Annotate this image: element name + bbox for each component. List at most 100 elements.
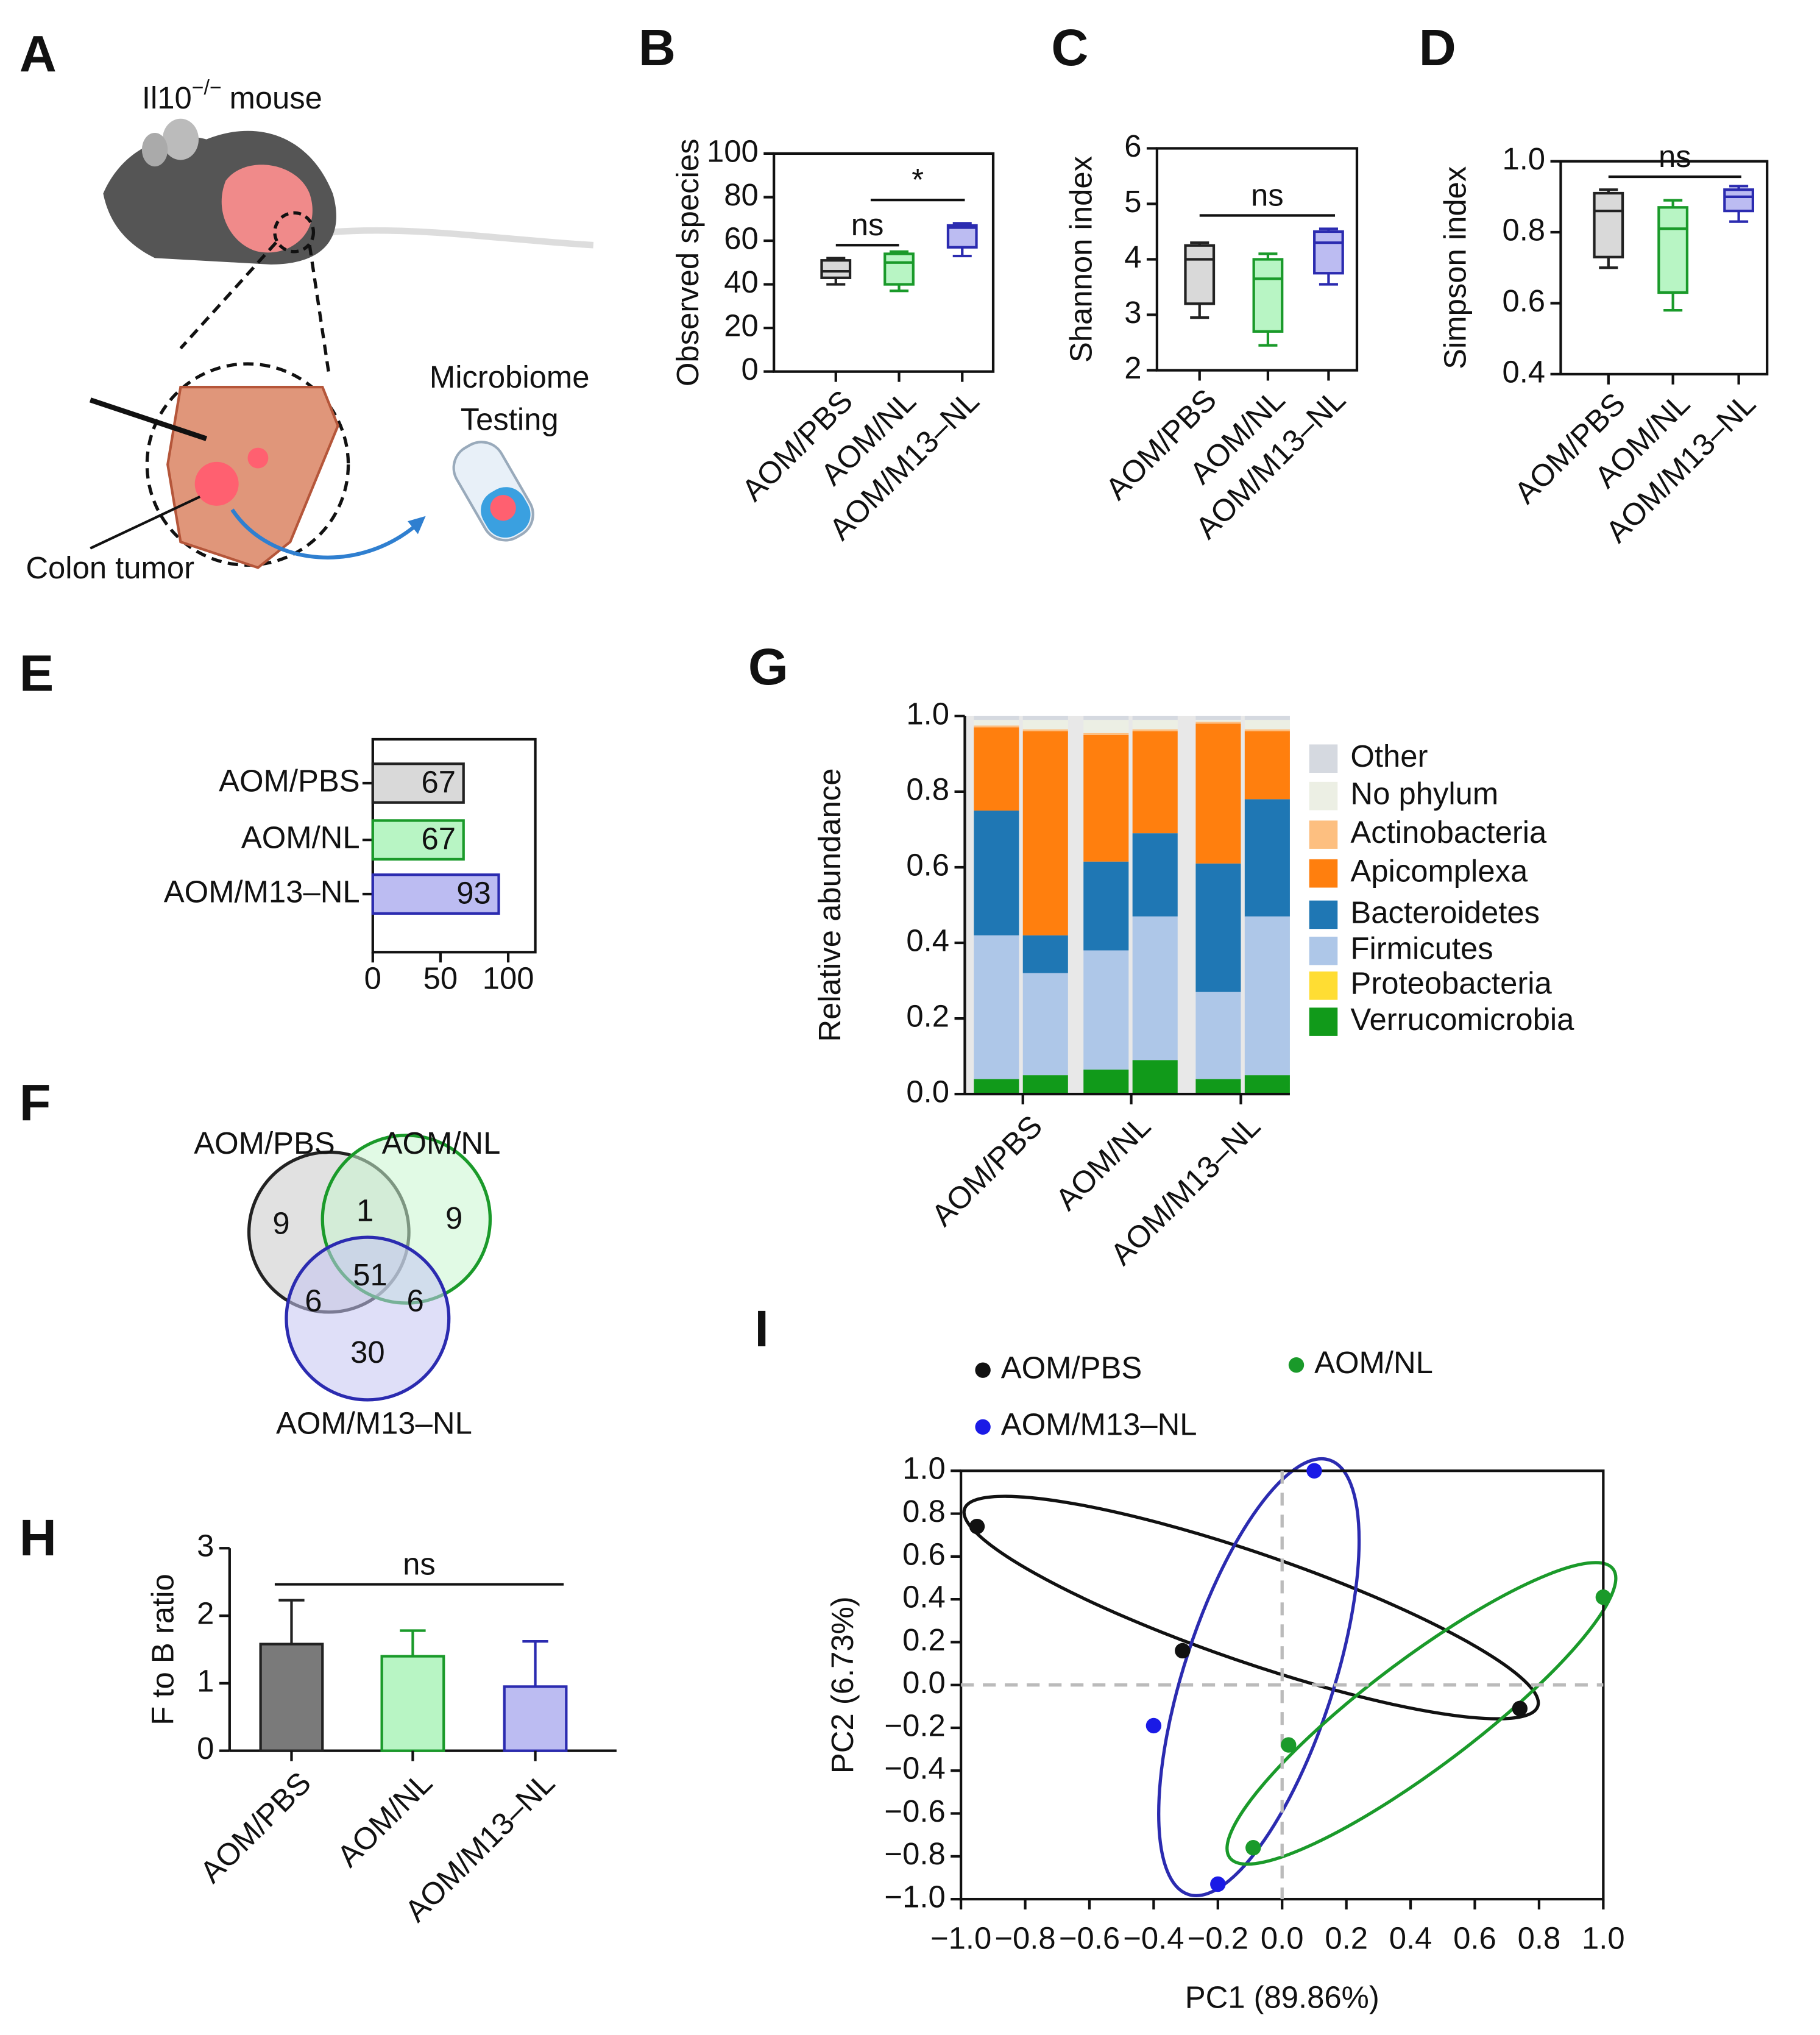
bar-segment <box>1023 936 1068 973</box>
legend-label: Apicomplexa <box>1350 854 1528 889</box>
x-tick-label: −1.0 <box>930 1920 991 1955</box>
bar-segment <box>1083 1070 1128 1094</box>
bar-segment <box>1133 730 1178 731</box>
y-tick-label: 0.4 <box>1502 354 1545 389</box>
y-tick-label: 3 <box>197 1529 214 1563</box>
y-tick-label: 0.0 <box>906 1074 949 1109</box>
y-tick-label: 40 <box>724 265 759 299</box>
y-tick-label: 0.4 <box>906 923 949 957</box>
bar-segment <box>1133 716 1178 720</box>
y-axis-label: PC2 (6.73%) <box>825 1596 860 1774</box>
y-tick-label: 80 <box>724 177 759 212</box>
box <box>1659 207 1687 293</box>
significance-label: ns <box>1659 139 1691 174</box>
y-tick-label: −0.2 <box>884 1708 945 1742</box>
y-tick-label: 1.0 <box>1502 141 1545 176</box>
bar-segment <box>1083 862 1128 951</box>
legend-marker <box>975 1419 990 1435</box>
y-tick-label: 0.0 <box>902 1665 946 1700</box>
bar-segment <box>1245 1075 1290 1094</box>
bar-segment <box>1245 731 1290 800</box>
y-tick-label: 4 <box>1124 240 1141 274</box>
panel-label: F <box>19 1074 51 1132</box>
mouse-title-gene: Il10 <box>142 81 192 116</box>
bar-segment <box>1133 720 1178 730</box>
y-tick-label: 3 <box>1124 295 1141 330</box>
legend-marker <box>975 1362 990 1377</box>
panel-label: G <box>748 637 788 695</box>
point <box>1596 1589 1611 1605</box>
region-count: 9 <box>272 1206 289 1240</box>
legend-swatch <box>1309 937 1338 965</box>
value-label: 93 <box>456 876 491 911</box>
legend-swatch <box>1309 901 1338 929</box>
y-tick-label: 0.8 <box>902 1494 946 1529</box>
y-tick-label: 100 <box>707 133 759 168</box>
bar-segment <box>1133 731 1178 833</box>
y-tick-label: AOM/PBS <box>219 763 359 798</box>
y-tick-label: 1 <box>197 1663 214 1698</box>
bar-segment <box>1023 720 1068 730</box>
x-tick-label: 0.2 <box>1325 1920 1368 1955</box>
bar-segment <box>974 727 1019 810</box>
significance-label: ns <box>403 1546 436 1581</box>
bar <box>382 1657 444 1751</box>
bar-segment <box>1083 735 1128 862</box>
point <box>1245 1840 1261 1855</box>
mouse-ear <box>142 133 168 166</box>
bar-segment <box>1195 716 1241 720</box>
bar-segment <box>1245 799 1290 916</box>
legend-label: Bacteroidetes <box>1350 895 1540 929</box>
significance-label: ns <box>1251 177 1284 212</box>
bar <box>261 1644 323 1751</box>
point <box>969 1519 985 1534</box>
region-count: 30 <box>350 1335 385 1369</box>
y-tick-label: 0.8 <box>906 772 949 806</box>
region-count: 9 <box>445 1201 462 1235</box>
y-tick-label: −1.0 <box>884 1880 945 1914</box>
mouse-title-suffix: mouse <box>229 81 322 116</box>
bar-segment <box>1195 1079 1241 1094</box>
panel-label: D <box>1419 18 1456 76</box>
tumor-label: Colon tumor <box>26 550 194 585</box>
region-count: 6 <box>407 1283 424 1318</box>
legend-label: Firmicutes <box>1350 931 1493 966</box>
x-tick-label: 100 <box>483 961 534 995</box>
y-tick-label: 1.0 <box>902 1451 946 1486</box>
bar-segment <box>974 1079 1019 1094</box>
panel-label: E <box>19 644 54 702</box>
bar-segment <box>1083 950 1128 1069</box>
region-count: 6 <box>305 1283 322 1318</box>
bar-segment <box>1083 733 1128 735</box>
bar-segment <box>1195 864 1241 992</box>
panel-label: I <box>754 1299 769 1357</box>
legend-label: Actinobacteria <box>1350 815 1547 850</box>
bar-segment <box>1023 731 1068 936</box>
y-tick-label: 20 <box>724 308 759 343</box>
bar-segment <box>1023 1075 1068 1094</box>
y-axis-label: F to B ratio <box>145 1574 180 1725</box>
tube-label: Microbiome <box>430 360 590 394</box>
bar-segment <box>974 936 1019 1079</box>
y-tick-label: 0.8 <box>1502 212 1545 247</box>
x-tick-label: 1.0 <box>1582 1920 1625 1955</box>
significance-label: * <box>912 162 924 197</box>
set-label: AOM/M13–NL <box>276 1406 472 1441</box>
bar-segment <box>974 720 1019 725</box>
y-tick-label: 2 <box>1124 350 1141 385</box>
region-count: 51 <box>353 1257 388 1292</box>
legend-swatch <box>1309 820 1338 849</box>
y-tick-label: 0.6 <box>902 1536 946 1571</box>
bar-segment <box>1245 716 1290 720</box>
legend-swatch <box>1309 744 1338 773</box>
bar-segment <box>974 716 1019 720</box>
point <box>1512 1701 1528 1716</box>
y-axis-label: Observed species <box>670 139 705 387</box>
panel-label: H <box>19 1508 57 1566</box>
box <box>1185 246 1214 304</box>
bar-segment <box>1195 720 1241 722</box>
y-tick-label: 6 <box>1124 129 1141 163</box>
x-tick-label: 0.4 <box>1389 1920 1432 1955</box>
